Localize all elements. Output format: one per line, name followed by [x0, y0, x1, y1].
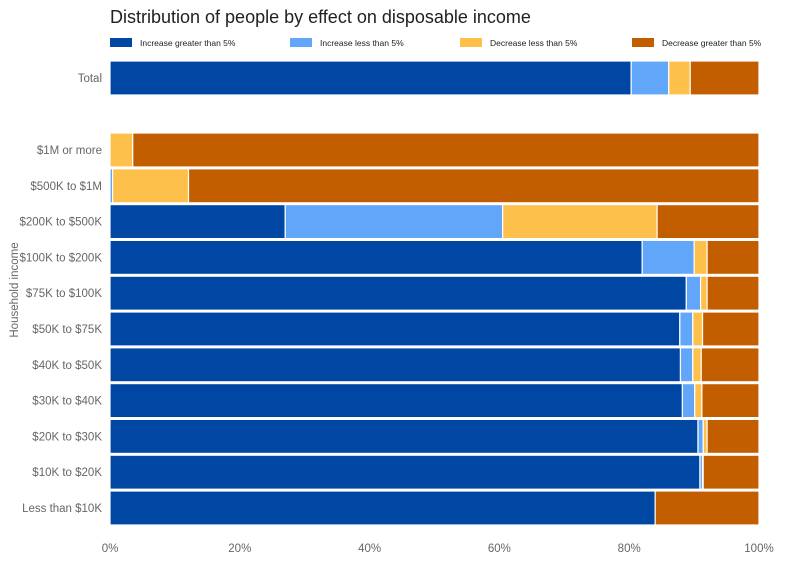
- category-label-0: Total: [78, 73, 102, 85]
- x-tick-label-5: 100%: [744, 543, 773, 555]
- legend-swatch-1: [110, 38, 132, 47]
- category-label-5: $75K to $100K: [26, 288, 102, 300]
- bar-segment-1-7-3: [701, 383, 760, 419]
- category-label-7: $40K to $50K: [32, 360, 102, 372]
- bar-segment-1-7-1: [681, 383, 696, 419]
- legend-swatch-2: [290, 38, 312, 47]
- bar-segment-1-6-3: [700, 347, 760, 383]
- bar-segment-1-3-3: [706, 239, 760, 275]
- bar-segment-1-9-3: [702, 454, 760, 490]
- bar-segment-1-5-2: [692, 311, 704, 347]
- bars: [109, 60, 760, 526]
- bar-segment-1-3-0: [109, 239, 643, 275]
- bar-segment-1-10-3: [654, 490, 760, 526]
- bar-segment-1-4-0: [109, 275, 687, 311]
- legend: Increase greater than 5% Increase less th…: [110, 38, 762, 48]
- bar-segment-1-3-1: [641, 239, 695, 275]
- chart-title: Distribution of people by effect on disp…: [110, 7, 531, 27]
- x-tick-label-4: 80%: [618, 543, 641, 555]
- category-label-1: $1M or more: [37, 145, 102, 157]
- bar-segment-1-5-1: [679, 311, 694, 347]
- legend-label-3: Decrease less than 5%: [490, 38, 578, 48]
- bar-segment-1-2-0: [109, 204, 286, 240]
- bar-segment-1-6-1: [679, 347, 694, 383]
- legend-label-2: Increase less than 5%: [320, 38, 404, 48]
- category-labels: Total $1M or more $500K to $1M $200K to $50…: [20, 73, 103, 515]
- x-tick-label-1: 20%: [228, 543, 251, 555]
- bar-segment-1-1-3: [187, 168, 760, 204]
- bar-segment-1-8-3: [706, 418, 760, 454]
- x-tick-label-3: 60%: [488, 543, 511, 555]
- x-tick-label-2: 40%: [358, 543, 381, 555]
- bar-segment-1-7-2: [694, 383, 703, 419]
- bar-segment-0-0-2: [668, 60, 691, 96]
- category-label-11: Less than $10K: [22, 503, 102, 515]
- bar-segment-1-5-0: [109, 311, 681, 347]
- legend-label-1: Increase greater than 5%: [140, 38, 236, 48]
- bar-segment-1-2-2: [502, 204, 658, 240]
- bar-segment-1-7-0: [109, 383, 684, 419]
- y-axis-title: Household income: [9, 242, 21, 337]
- bar-segment-1-4-3: [706, 275, 760, 311]
- bar-segment-0-0-0: [109, 60, 632, 96]
- bar-segment-1-1-2: [111, 168, 190, 204]
- bar-segment-1-2-1: [284, 204, 504, 240]
- bar-segment-1-4-2: [699, 275, 708, 311]
- bar-segment-1-2-3: [656, 204, 760, 240]
- x-tick-label-0: 0%: [102, 543, 119, 555]
- bar-segment-1-4-1: [685, 275, 702, 311]
- category-label-9: $20K to $30K: [32, 431, 102, 443]
- legend-swatch-3: [460, 38, 482, 47]
- bar-segment-1-8-0: [109, 418, 699, 454]
- bar-segment-1-6-0: [109, 347, 682, 383]
- legend-label-4: Decrease greater than 5%: [662, 38, 762, 48]
- category-label-8: $30K to $40K: [32, 396, 102, 408]
- bar-segment-1-0-3: [132, 132, 760, 168]
- category-label-10: $10K to $20K: [32, 467, 102, 479]
- bar-segment-1-5-3: [701, 311, 760, 347]
- category-label-4: $100K to $200K: [20, 252, 103, 264]
- x-axis-ticks: 0% 20% 40% 60% 80% 100%: [102, 543, 774, 555]
- bar-segment-1-9-0: [109, 454, 701, 490]
- bar-segment-1-0-2: [109, 132, 134, 168]
- bar-segment-0-0-1: [630, 60, 670, 96]
- category-label-2: $500K to $1M: [30, 181, 102, 193]
- bar-segment-1-8-1: [697, 418, 704, 454]
- legend-swatch-4: [632, 38, 654, 47]
- bar-segment-0-0-3: [689, 60, 760, 96]
- category-label-3: $200K to $500K: [20, 217, 103, 229]
- bar-segment-1-3-2: [693, 239, 708, 275]
- bar-segment-1-6-2: [692, 347, 702, 383]
- bar-segment-1-10-0: [109, 490, 656, 526]
- category-label-6: $50K to $75K: [32, 324, 102, 336]
